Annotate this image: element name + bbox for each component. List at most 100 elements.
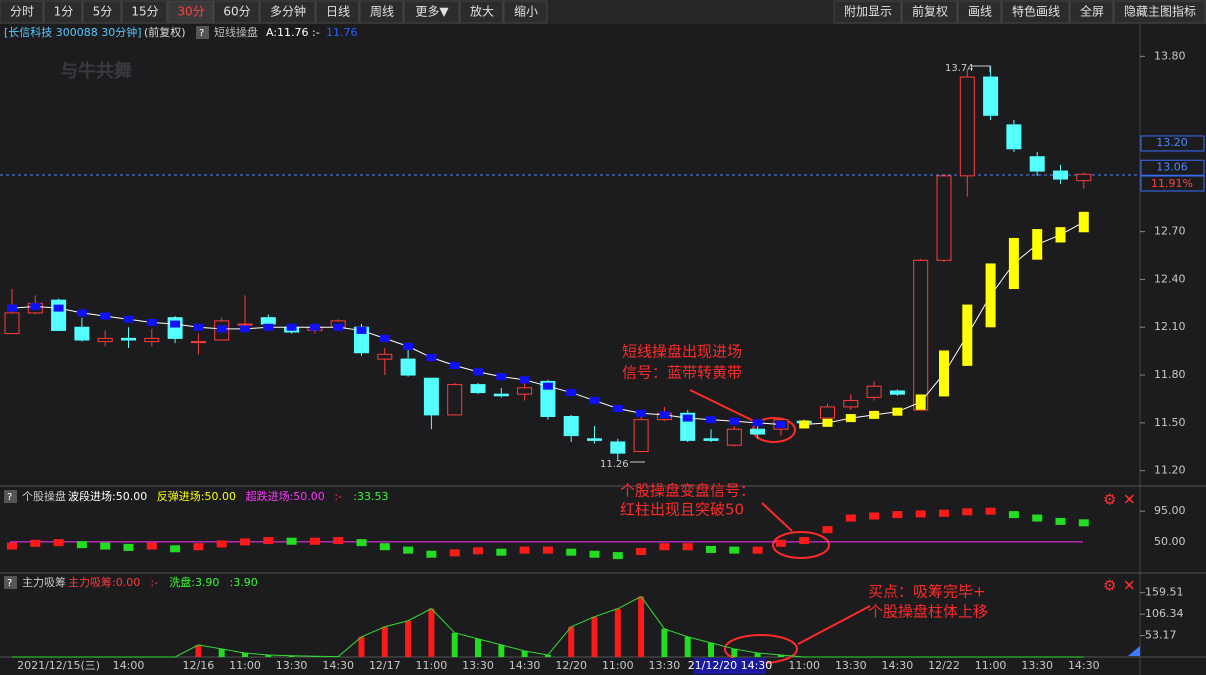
toolbar-button-label[interactable]: 更多▼ <box>415 5 449 19</box>
toolbar-button-label[interactable]: 隐藏主图指标 <box>1124 4 1196 19</box>
signal-bar <box>426 550 437 558</box>
toolbar-button-label[interactable]: 多分钟 <box>270 4 306 19</box>
help-box[interactable] <box>4 490 17 503</box>
value: 11.76 <box>326 26 358 39</box>
toolbar-button[interactable] <box>957 0 1002 24</box>
candle-body <box>97 337 113 343</box>
toolbar-button[interactable] <box>0 0 44 24</box>
candle-body <box>750 428 766 435</box>
x-tick-label: 12/17 <box>369 659 401 672</box>
x-tick-label: 14:30 <box>882 659 914 672</box>
candle-body <box>400 358 416 376</box>
band-line <box>11 306 781 425</box>
toolbar-button[interactable] <box>1069 0 1114 24</box>
toolbar-button[interactable] <box>315 0 360 24</box>
candle-body <box>936 175 952 261</box>
accumulation-bar <box>754 652 761 657</box>
toolbar-button-label[interactable]: 放大 <box>470 4 494 19</box>
annotation: 短线操盘出现进场 <box>622 343 742 361</box>
x-tick-label: 14:30 <box>1068 659 1100 672</box>
watermark: 与牛共舞 <box>60 60 132 82</box>
toolbar-button-label[interactable]: 缩小 <box>514 4 538 19</box>
toolbar-button-label[interactable]: 分时 <box>10 5 34 19</box>
toolbar-button-label[interactable]: 30分 <box>177 5 204 19</box>
toolbar-button[interactable] <box>167 0 214 24</box>
settings-icon: ⚙ <box>1103 491 1116 509</box>
band-block <box>729 417 740 425</box>
accumulation-bar <box>405 620 412 657</box>
toolbar-button-label[interactable]: 60分 <box>223 5 250 19</box>
accumulation-bar <box>544 654 551 657</box>
toolbar-button[interactable] <box>359 0 404 24</box>
toolbar-button[interactable] <box>121 0 168 24</box>
toolbar-button[interactable] <box>503 0 548 24</box>
band-block <box>612 405 623 413</box>
toolbar-button-label[interactable]: 特色画线 <box>1012 4 1060 19</box>
signal-bar <box>659 543 670 551</box>
x-tick-label: 11:00 <box>602 659 634 672</box>
band-block <box>76 309 87 317</box>
band-block <box>379 334 390 342</box>
band-block <box>892 407 903 416</box>
signal-bar <box>869 512 880 520</box>
price-box-label: 13.20 <box>1156 136 1188 149</box>
toolbar-button-label[interactable]: 日线 <box>326 5 350 19</box>
indicator: 短线操盘 <box>214 25 258 39</box>
help[interactable]: ? <box>199 28 204 39</box>
band-block <box>286 323 297 331</box>
band-block <box>589 397 600 405</box>
signal-bar <box>1078 519 1089 527</box>
toolbar-button-label[interactable]: 附加显示 <box>844 5 892 19</box>
help-box[interactable] <box>196 26 209 39</box>
accumulation-bar <box>568 626 575 657</box>
toolbar-button-label[interactable]: 全屏 <box>1080 4 1104 19</box>
signal-bar <box>333 537 344 545</box>
price-box <box>1140 159 1205 176</box>
toolbar-button[interactable] <box>1113 0 1206 24</box>
toolbar-button-label[interactable]: 15分 <box>131 5 158 19</box>
toolbar-button[interactable] <box>403 0 460 24</box>
toolbar-button[interactable] <box>82 0 122 24</box>
candle-body <box>260 317 276 325</box>
toolbar-button-label[interactable]: 前复权 <box>912 4 948 19</box>
signal-bar <box>309 537 320 545</box>
toolbar-button-label[interactable]: 画线 <box>968 5 992 19</box>
candle-body <box>447 384 463 416</box>
toolbar-button-label[interactable]: 5分 <box>93 5 113 19</box>
toolbar-button-label[interactable]: 1分 <box>54 5 74 19</box>
toolbar-button[interactable] <box>459 0 504 24</box>
x-tick-label: 14:00 <box>113 659 145 672</box>
accumulation-bar <box>428 608 435 657</box>
signal-bar <box>589 550 600 558</box>
toolbar-button-label[interactable]: 周线 <box>370 5 394 19</box>
toolbar-button[interactable] <box>213 0 260 24</box>
panel-name: 个股操盘 <box>22 489 66 503</box>
signal-bar <box>519 546 530 554</box>
candle-body <box>563 415 579 437</box>
arrow <box>761 502 793 532</box>
x-tick-label: 2021/12/15(三) <box>17 659 100 672</box>
toolbar-button[interactable] <box>1001 0 1070 24</box>
signal-bar <box>612 552 623 560</box>
signal-bar <box>216 540 227 548</box>
price-box <box>1140 135 1205 152</box>
toolbar-button[interactable] <box>259 0 316 24</box>
band-block <box>752 419 763 427</box>
help-box[interactable] <box>4 576 17 589</box>
toolbar-button[interactable] <box>901 0 958 24</box>
candle-body <box>121 337 136 341</box>
toolbar-button[interactable] <box>833 0 902 24</box>
band-block <box>775 420 786 428</box>
signal-bar <box>822 526 833 534</box>
a-label: A:11.76 <box>266 26 309 39</box>
band-block <box>1008 237 1019 290</box>
toolbar-button[interactable] <box>43 0 83 24</box>
help[interactable]: ? <box>7 492 12 503</box>
candle-body <box>74 326 90 341</box>
arrow <box>689 389 761 425</box>
band-block <box>659 411 670 419</box>
help[interactable]: ? <box>7 578 12 589</box>
candle-body <box>493 393 509 397</box>
y-tick-label: 11.20 <box>1154 464 1186 477</box>
